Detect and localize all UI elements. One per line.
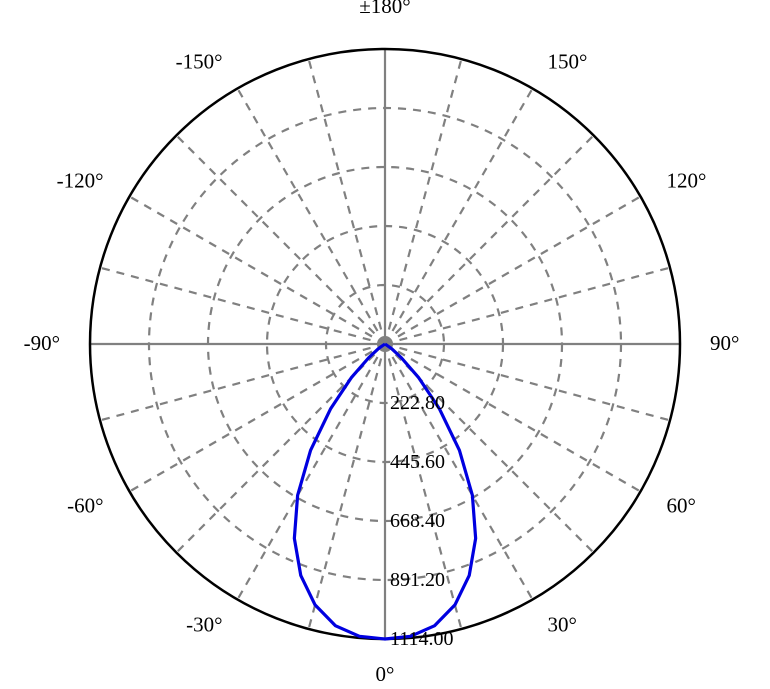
angle-label: -90° bbox=[24, 331, 60, 355]
angle-label: -30° bbox=[186, 612, 222, 636]
radial-label: 1114.00 bbox=[390, 628, 454, 650]
angle-label: ±180° bbox=[359, 0, 410, 18]
angle-label: 120° bbox=[666, 169, 706, 193]
angle-label: -120° bbox=[57, 169, 104, 193]
angle-label: 30° bbox=[548, 612, 577, 636]
angle-label: 90° bbox=[710, 331, 739, 355]
radial-label: 222.80 bbox=[390, 392, 445, 414]
angle-label: 0° bbox=[376, 662, 395, 686]
radial-label: 891.20 bbox=[390, 569, 445, 591]
angle-label: -150° bbox=[176, 50, 223, 74]
radial-label: 445.60 bbox=[390, 451, 445, 473]
angle-label: 150° bbox=[548, 50, 588, 74]
radial-label: 668.40 bbox=[390, 510, 445, 532]
angle-label: 60° bbox=[666, 494, 695, 518]
polar-chart: 0° 30° 60° 90° 120° 150° ±180° -150° -120° -90° -6… bbox=[0, 0, 770, 689]
angle-label: -60° bbox=[67, 494, 103, 518]
